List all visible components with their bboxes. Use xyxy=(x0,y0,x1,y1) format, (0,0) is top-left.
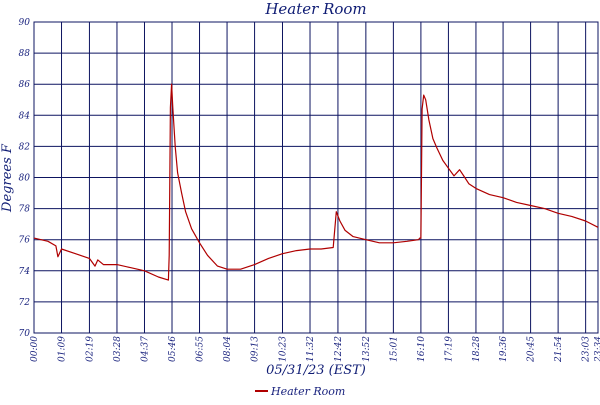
y-axis-ticks: 70 72 74 76 78 80 82 84 86 88 90 xyxy=(19,18,31,339)
chart-title: Heater Room xyxy=(264,0,366,18)
x-tick-label: 13:52 xyxy=(362,336,372,362)
y-tick-label: 90 xyxy=(19,18,31,28)
x-tick-label: 12:42 xyxy=(334,336,344,362)
y-tick-label: 70 xyxy=(19,329,31,339)
y-tick-label: 78 xyxy=(19,205,31,215)
x-tick-label: 03:28 xyxy=(113,336,123,362)
legend-label: Heater Room xyxy=(270,385,345,398)
x-tick-label: 04:37 xyxy=(140,336,150,362)
x-tick-label: 15:01 xyxy=(389,336,399,362)
x-tick-label: 01:09 xyxy=(58,336,68,362)
x-tick-label: 02:19 xyxy=(85,336,95,362)
y-tick-label: 80 xyxy=(19,174,31,184)
plot-frame xyxy=(33,21,599,334)
x-tick-label: 05:46 xyxy=(168,336,178,362)
y-tick-label: 88 xyxy=(19,49,31,59)
x-tick-label: 17:19 xyxy=(444,336,454,362)
x-tick-label: 23:03 xyxy=(582,336,592,363)
y-tick-label: 84 xyxy=(19,111,31,121)
series-layer xyxy=(33,83,599,281)
y-tick-label: 82 xyxy=(19,142,31,152)
x-tick-label: 18:28 xyxy=(472,336,482,362)
y-axis-label: Degrees F xyxy=(0,143,15,213)
x-tick-label: 00:00 xyxy=(30,336,40,362)
x-tick-label: 19:36 xyxy=(499,336,509,362)
x-axis-ticks: 00:00 01:09 02:19 03:28 04:37 05:46 06:55 08:04… xyxy=(30,336,600,363)
series-line xyxy=(33,83,599,281)
legend: Heater Room xyxy=(255,385,345,398)
x-axis-label: 05/31/23 (EST) xyxy=(266,363,366,378)
x-tick-label: 16:10 xyxy=(417,336,427,362)
y-tick-label: 86 xyxy=(19,80,31,90)
y-tick-label: 76 xyxy=(19,236,31,246)
grid xyxy=(33,21,599,334)
x-tick-label: 08:04 xyxy=(223,336,233,362)
x-tick-label: 23:34 xyxy=(594,336,600,363)
y-tick-label: 74 xyxy=(19,267,31,277)
x-tick-label: 09:13 xyxy=(251,336,261,362)
x-tick-label: 06:55 xyxy=(196,336,206,362)
y-tick-label: 72 xyxy=(19,298,31,308)
x-tick-label: 21:54 xyxy=(554,336,564,363)
x-tick-label: 10:23 xyxy=(278,336,288,362)
x-tick-label: 20:45 xyxy=(527,336,537,363)
x-tick-label: 11:32 xyxy=(306,336,316,362)
